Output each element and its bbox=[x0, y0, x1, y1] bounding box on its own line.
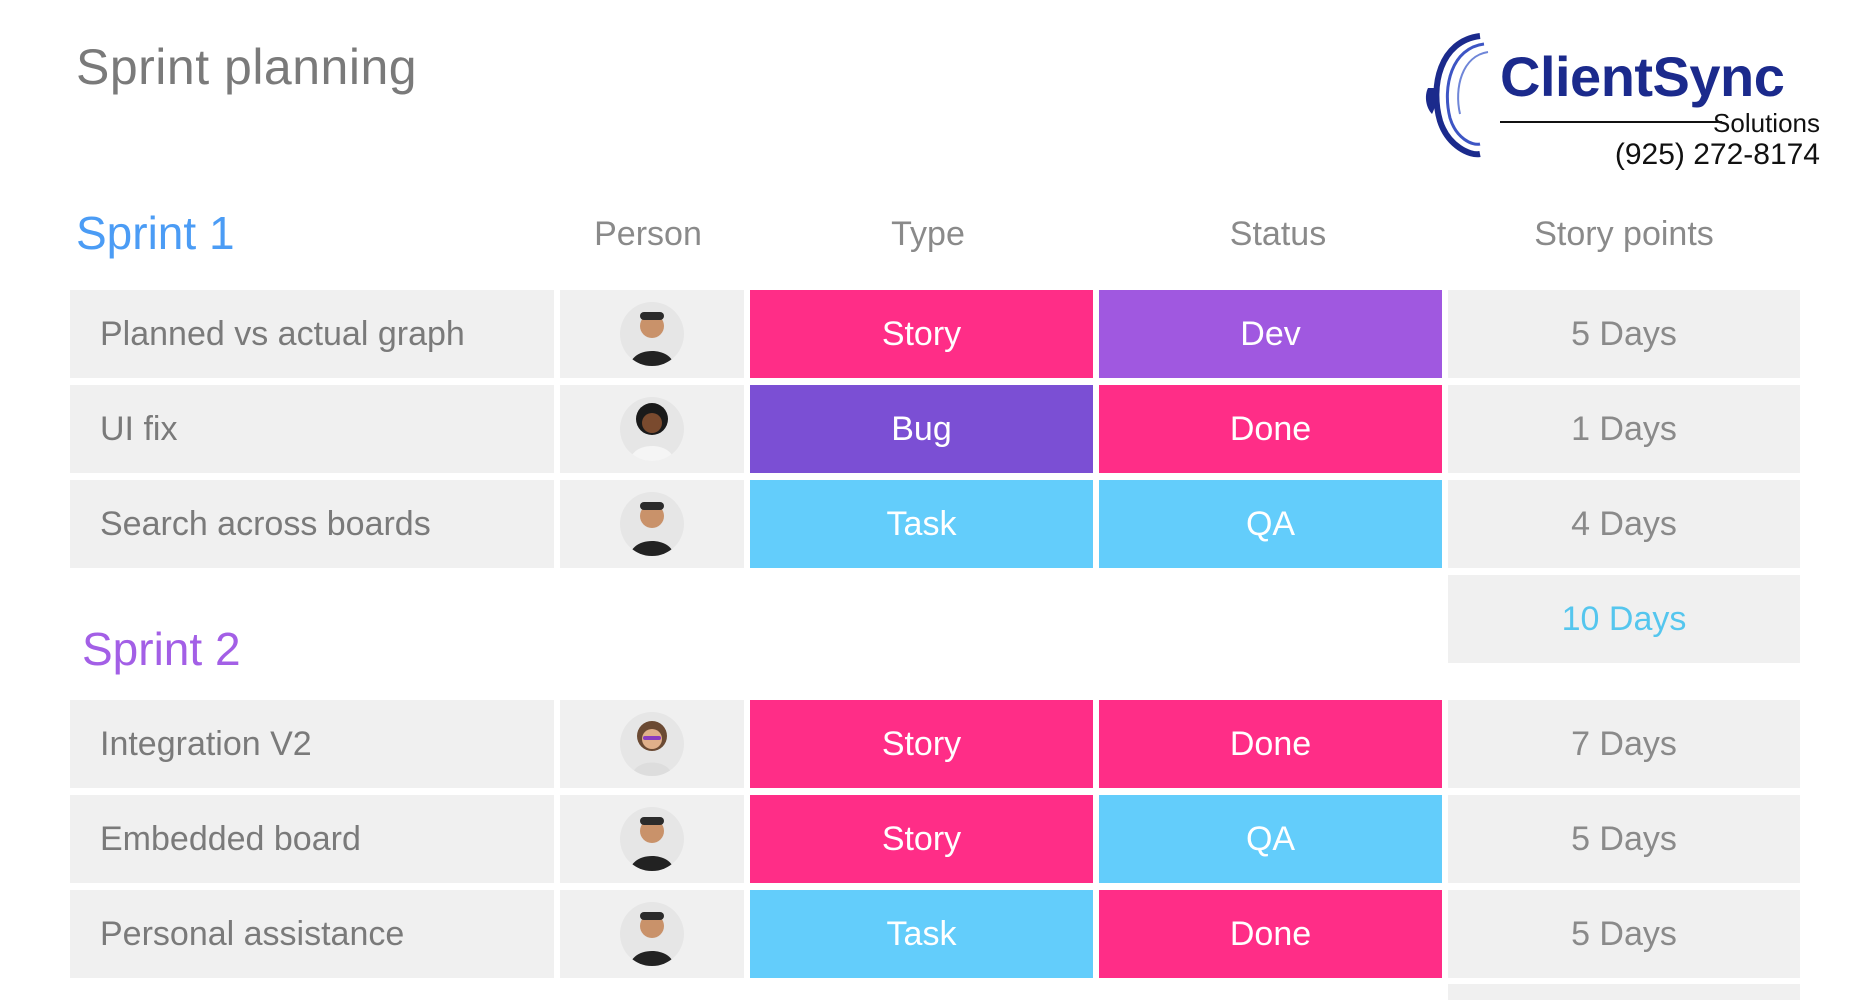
type-badge[interactable]: Story bbox=[750, 290, 1093, 378]
story-points-cell[interactable]: 1 Days bbox=[1448, 385, 1800, 473]
column-header-status: Status bbox=[1229, 215, 1327, 253]
status-badge[interactable]: Dev bbox=[1099, 290, 1442, 378]
story-points-cell[interactable]: 5 Days bbox=[1448, 795, 1800, 883]
logo-brand: ClientSync bbox=[1500, 45, 1785, 108]
table-row[interactable]: Personal assistance Task Done 5 Days bbox=[70, 890, 1800, 978]
column-header-type: Type bbox=[891, 215, 965, 253]
status-badge[interactable]: QA bbox=[1099, 480, 1442, 568]
sprint-2-title: Sprint 2 bbox=[82, 623, 241, 675]
type-badge[interactable]: Task bbox=[750, 890, 1093, 978]
status-badge[interactable]: Done bbox=[1099, 700, 1442, 788]
avatar bbox=[620, 902, 684, 966]
item-name[interactable]: Embedded board bbox=[70, 795, 554, 883]
person-cell[interactable] bbox=[560, 290, 744, 378]
sprint-1-title: Sprint 1 bbox=[76, 207, 235, 259]
table-row[interactable]: Planned vs actual graph Story Dev 5 Days bbox=[70, 290, 1800, 378]
avatar bbox=[620, 712, 684, 776]
story-points-cell[interactable]: 5 Days bbox=[1448, 890, 1800, 978]
type-badge[interactable]: Bug bbox=[750, 385, 1093, 473]
avatar bbox=[620, 807, 684, 871]
page-title: Sprint planning bbox=[76, 39, 418, 95]
type-badge[interactable]: Story bbox=[750, 700, 1093, 788]
person-cell[interactable] bbox=[560, 890, 744, 978]
table-row[interactable]: UI fix Bug Done 1 Days bbox=[70, 385, 1800, 473]
company-logo: ClientSync Solutions (925) 272-8174 bbox=[1420, 24, 1820, 174]
table-row[interactable]: Embedded board Story QA 5 Days bbox=[70, 795, 1800, 883]
type-badge[interactable]: Task bbox=[750, 480, 1093, 568]
story-points-cell[interactable]: 7 Days bbox=[1448, 700, 1800, 788]
item-name[interactable]: Personal assistance bbox=[70, 890, 554, 978]
person-cell[interactable] bbox=[560, 700, 744, 788]
story-points-cell[interactable]: 4 Days bbox=[1448, 480, 1800, 568]
item-name[interactable]: UI fix bbox=[70, 385, 554, 473]
logo-phone: (925) 272-8174 bbox=[1614, 138, 1820, 171]
status-badge[interactable]: Done bbox=[1099, 385, 1442, 473]
table-row[interactable]: Search across boards Task QA 4 Days bbox=[70, 480, 1800, 568]
item-name[interactable]: Integration V2 bbox=[70, 700, 554, 788]
status-badge[interactable]: QA bbox=[1099, 795, 1442, 883]
column-header-story-points: Story points bbox=[1534, 215, 1714, 253]
person-cell[interactable] bbox=[560, 480, 744, 568]
column-header-person: Person bbox=[594, 215, 702, 253]
avatar bbox=[620, 492, 684, 556]
story-points-cell[interactable]: 5 Days bbox=[1448, 290, 1800, 378]
item-name[interactable]: Search across boards bbox=[70, 480, 554, 568]
logo-divider bbox=[1500, 121, 1722, 123]
logo-sub: Solutions bbox=[1713, 108, 1820, 138]
sprint-1-total: 10 Days bbox=[1448, 575, 1800, 663]
item-name[interactable]: Planned vs actual graph bbox=[70, 290, 554, 378]
person-cell[interactable] bbox=[560, 385, 744, 473]
type-badge[interactable]: Story bbox=[750, 795, 1093, 883]
person-cell[interactable] bbox=[560, 795, 744, 883]
avatar bbox=[620, 397, 684, 461]
status-badge[interactable]: Done bbox=[1099, 890, 1442, 978]
logo-swirl-icon bbox=[1425, 33, 1489, 158]
table-row[interactable]: Integration V2 Story Done 7 Days bbox=[70, 700, 1800, 788]
avatar bbox=[620, 302, 684, 366]
sprint-2-total bbox=[1448, 984, 1800, 1000]
